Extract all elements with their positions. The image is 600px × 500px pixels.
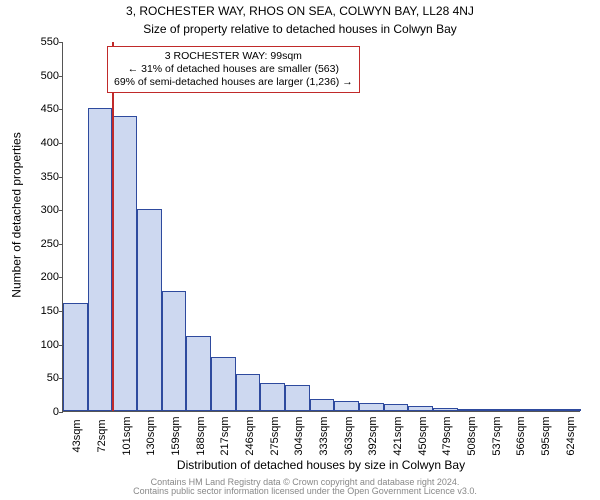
histogram-bar <box>88 108 113 411</box>
x-tick-label: 392sqm <box>363 411 379 461</box>
chart-title: 3, ROCHESTER WAY, RHOS ON SEA, COLWYN BA… <box>0 4 600 18</box>
footer-line-2: Contains public sector information licen… <box>133 486 477 496</box>
histogram-bar <box>186 336 211 411</box>
histogram-bar <box>211 357 236 411</box>
y-tick-mark <box>59 277 63 278</box>
y-tick-label: 550 <box>25 36 63 48</box>
annotation-line-3: 69% of semi-detached houses are larger (… <box>114 76 353 89</box>
histogram-bar <box>359 403 384 411</box>
y-tick-label: 200 <box>25 271 63 283</box>
histogram-bar <box>310 399 335 411</box>
x-axis-label: Distribution of detached houses by size … <box>62 458 580 472</box>
histogram-bar <box>162 291 187 411</box>
y-axis-label: Number of detached properties <box>10 132 24 297</box>
y-tick-label: 0 <box>25 406 63 418</box>
chart-subtitle: Size of property relative to detached ho… <box>0 22 600 36</box>
plot-area: 05010015020025030035040045050055043sqm72… <box>62 42 580 412</box>
histogram-bar <box>260 383 285 411</box>
y-tick-label: 250 <box>25 238 63 250</box>
x-tick-label: 246sqm <box>240 411 256 461</box>
x-tick-label: 479sqm <box>437 411 453 461</box>
histogram-bar <box>285 385 310 411</box>
x-tick-label: 159sqm <box>166 411 182 461</box>
x-tick-label: 43sqm <box>67 411 83 461</box>
property-marker-line <box>112 42 114 411</box>
y-tick-label: 300 <box>25 204 63 216</box>
y-tick-mark <box>59 210 63 211</box>
annotation-line-2: ← 31% of detached houses are smaller (56… <box>114 63 353 76</box>
y-tick-mark <box>59 412 63 413</box>
y-tick-label: 500 <box>25 70 63 82</box>
y-tick-label: 450 <box>25 103 63 115</box>
histogram-bar <box>236 374 261 411</box>
footer-attribution: Contains HM Land Registry data © Crown c… <box>10 478 600 497</box>
y-tick-mark <box>59 42 63 43</box>
y-tick-label: 100 <box>25 339 63 351</box>
y-tick-mark <box>59 109 63 110</box>
histogram-bar <box>63 303 88 411</box>
x-tick-label: 217sqm <box>215 411 231 461</box>
x-tick-label: 450sqm <box>413 411 429 461</box>
x-tick-label: 421sqm <box>388 411 404 461</box>
marker-annotation: 3 ROCHESTER WAY: 99sqm← 31% of detached … <box>107 46 360 93</box>
x-tick-label: 624sqm <box>561 411 577 461</box>
y-tick-mark <box>59 143 63 144</box>
x-tick-label: 333sqm <box>314 411 330 461</box>
y-tick-mark <box>59 244 63 245</box>
y-tick-label: 50 <box>25 372 63 384</box>
y-tick-mark <box>59 76 63 77</box>
x-tick-label: 566sqm <box>511 411 527 461</box>
x-tick-label: 363sqm <box>339 411 355 461</box>
histogram-bar <box>384 404 409 411</box>
x-tick-label: 188sqm <box>191 411 207 461</box>
x-tick-label: 130sqm <box>141 411 157 461</box>
x-tick-label: 537sqm <box>487 411 503 461</box>
histogram-bar <box>137 209 162 411</box>
y-tick-label: 400 <box>25 137 63 149</box>
histogram-bar <box>112 116 137 411</box>
y-tick-label: 350 <box>25 171 63 183</box>
x-tick-label: 275sqm <box>265 411 281 461</box>
annotation-line-1: 3 ROCHESTER WAY: 99sqm <box>114 50 353 63</box>
x-tick-label: 595sqm <box>536 411 552 461</box>
x-tick-label: 508sqm <box>462 411 478 461</box>
histogram-bar <box>334 401 359 411</box>
x-tick-label: 304sqm <box>289 411 305 461</box>
x-tick-label: 101sqm <box>117 411 133 461</box>
x-tick-label: 72sqm <box>92 411 108 461</box>
y-axis-label-wrap: Number of detached properties <box>10 0 24 430</box>
y-tick-mark <box>59 177 63 178</box>
chart-container: 3, ROCHESTER WAY, RHOS ON SEA, COLWYN BA… <box>0 0 600 500</box>
y-tick-label: 150 <box>25 305 63 317</box>
